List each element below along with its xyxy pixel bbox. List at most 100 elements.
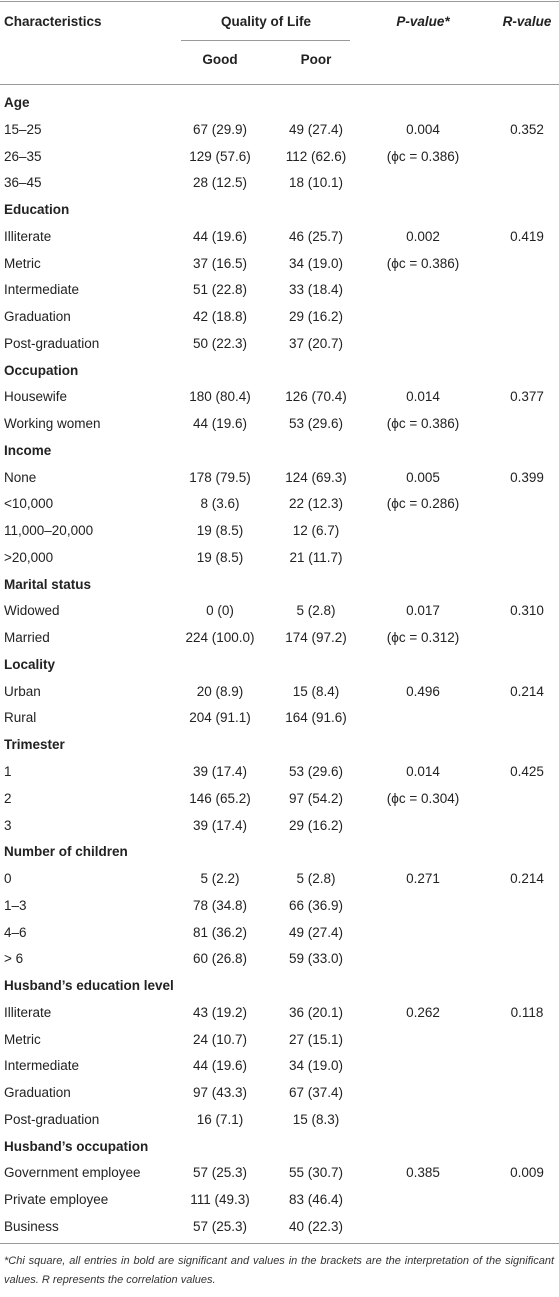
- poor-cell: 55 (30.7): [288, 1165, 344, 1181]
- row-label: 26–35: [4, 148, 42, 164]
- poor-cell: 29 (16.2): [288, 817, 344, 833]
- good-cell: 78 (34.8): [192, 897, 248, 913]
- poor-cell: 27 (15.1): [288, 1031, 344, 1047]
- r-value: 0.352: [510, 121, 544, 137]
- row-label: Rural: [4, 710, 37, 726]
- row-label: Illiterate: [4, 228, 52, 244]
- rule: [0, 1, 559, 2]
- section-title: Marital status: [4, 576, 92, 592]
- row-label: Widowed: [4, 603, 60, 619]
- section-title: Occupation: [4, 362, 79, 378]
- p-value: 0.262: [406, 1004, 440, 1020]
- good-cell: 43 (19.2): [192, 1004, 248, 1020]
- poor-cell: 29 (16.2): [288, 309, 344, 325]
- row-label: 1–3: [4, 897, 27, 913]
- row-label: Housewife: [4, 389, 68, 405]
- r-value: 0.377: [510, 389, 544, 405]
- poor-cell: 49 (27.4): [288, 121, 344, 137]
- poor-cell: 33 (18.4): [288, 282, 344, 298]
- good-cell: 8 (3.6): [200, 496, 240, 512]
- section-title: Age: [4, 95, 30, 110]
- poor-cell: 97 (54.2): [288, 790, 344, 806]
- r-value: 0.009: [510, 1165, 544, 1181]
- poor-cell: 22 (12.3): [288, 496, 344, 512]
- row-label: 11,000–20,000: [4, 523, 94, 539]
- row-label: 15–25: [4, 121, 42, 137]
- poor-cell: 59 (33.0): [288, 951, 344, 967]
- section-title: Income: [4, 442, 52, 458]
- row-label: Illiterate: [4, 1004, 52, 1020]
- good-cell: 42 (18.8): [192, 309, 248, 325]
- p-value: 0.014: [406, 764, 440, 779]
- poor-cell: 66 (36.9): [288, 897, 344, 913]
- r-value: 0.118: [510, 1004, 544, 1020]
- good-cell: 37 (16.5): [192, 255, 248, 271]
- good-cell: 180 (80.4): [189, 389, 251, 405]
- rule: [181, 40, 350, 41]
- poor-cell: 5 (2.8): [296, 603, 336, 619]
- section-title: Husband’s education level: [4, 978, 174, 994]
- poor-cell: 5 (2.8): [296, 871, 336, 887]
- poor-cell: 112 (62.6): [285, 148, 347, 164]
- good-cell: 50 (22.3): [192, 335, 248, 351]
- row-label: Private employee: [4, 1192, 109, 1208]
- row-label: Post-graduation: [4, 1111, 100, 1127]
- row-label: Business: [4, 1218, 59, 1234]
- section-title: Number of children: [4, 844, 128, 860]
- good-cell: 44 (19.6): [192, 228, 248, 244]
- p-value: 0.496: [406, 683, 440, 699]
- row-label: Intermediate: [4, 1058, 80, 1074]
- poor-cell: 164 (91.6): [285, 710, 347, 726]
- rule: [0, 84, 559, 85]
- good-cell: 81 (36.2): [192, 924, 248, 940]
- poor-cell: 36 (20.1): [288, 1004, 344, 1020]
- poor-cell: 53 (29.6): [288, 416, 344, 432]
- good-cell: 39 (17.4): [192, 764, 248, 779]
- r-value: 0.310: [510, 603, 544, 619]
- poor-cell: 174 (97.2): [285, 630, 347, 646]
- row-label: 3: [4, 817, 12, 833]
- good-cell: 178 (79.5): [189, 469, 251, 485]
- poor-cell: 37 (20.7): [288, 335, 344, 351]
- good-cell: 57 (25.3): [192, 1218, 248, 1234]
- poor-cell: 46 (25.7): [288, 228, 344, 244]
- header-cell: Quality of Life: [220, 14, 312, 29]
- good-cell: 111 (49.3): [190, 1192, 250, 1208]
- row-label: Graduation: [4, 1085, 71, 1101]
- rule: [0, 1243, 559, 1244]
- section-title: Husband’s occupation: [4, 1138, 149, 1154]
- p-value: 0.014: [406, 389, 440, 405]
- header-cell: Good: [202, 52, 238, 67]
- section-title: Locality: [4, 656, 56, 672]
- row-label: Married: [4, 630, 50, 646]
- row-label: Metric: [4, 255, 41, 271]
- poor-cell: 126 (70.4): [285, 389, 347, 405]
- header-cell: P-value*: [396, 14, 450, 29]
- poor-cell: 21 (11.7): [289, 549, 343, 565]
- poor-cell: 67 (37.4): [288, 1085, 344, 1101]
- row-label: <10,000: [4, 496, 54, 512]
- good-cell: 57 (25.3): [192, 1165, 248, 1181]
- header-cell: Characteristics: [4, 14, 102, 29]
- section-title: Trimester: [4, 737, 65, 753]
- good-cell: 67 (29.9): [192, 121, 248, 137]
- good-cell: 44 (19.6): [192, 416, 248, 432]
- good-cell: 129 (57.6): [189, 148, 251, 164]
- poor-cell: 34 (19.0): [288, 255, 344, 271]
- good-cell: 44 (19.6): [192, 1058, 248, 1074]
- poor-cell: 40 (22.3): [288, 1218, 344, 1234]
- good-cell: 5 (2.2): [200, 871, 240, 887]
- header-cell: R-value: [502, 14, 552, 29]
- row-label: 2: [4, 790, 12, 806]
- section-title: Education: [4, 202, 70, 218]
- poor-cell: 15 (8.3): [292, 1111, 340, 1127]
- poor-cell: 53 (29.6): [288, 764, 344, 779]
- poor-cell: 18 (10.1): [288, 175, 344, 191]
- good-cell: 0 (0): [206, 603, 234, 619]
- good-cell: 204 (91.1): [189, 710, 251, 726]
- p-note: (ϕc = 0.286): [386, 496, 460, 512]
- row-label: Urban: [4, 683, 41, 699]
- poor-cell: 34 (19.0): [288, 1058, 344, 1074]
- r-value: 0.214: [510, 683, 544, 699]
- row-label: Graduation: [4, 309, 71, 325]
